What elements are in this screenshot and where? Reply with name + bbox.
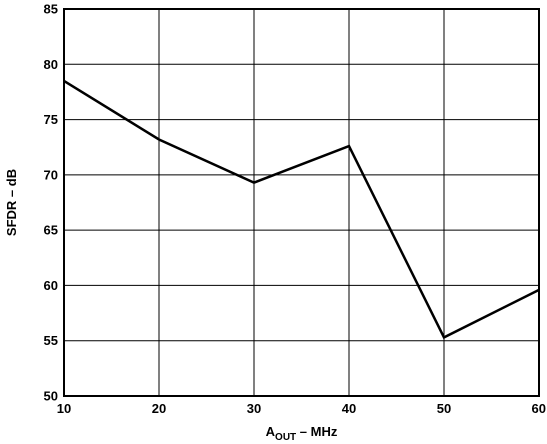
y-tick-label: 70 [44, 167, 58, 182]
y-tick-label: 85 [44, 2, 58, 17]
x-tick-label: 40 [342, 401, 356, 416]
y-tick-label: 75 [44, 112, 58, 127]
grid-lines [64, 9, 539, 396]
x-tick-label: 10 [57, 401, 71, 416]
x-axis-label: AOUT – MHz [266, 424, 338, 443]
x-axis-label-subscript: OUT [275, 432, 296, 443]
y-tick-label: 80 [44, 57, 58, 72]
x-axis-label-main: A [266, 424, 276, 439]
x-tick-label: 50 [437, 401, 451, 416]
y-tick-label: 55 [44, 333, 58, 348]
x-axis-label-rest: – MHz [296, 424, 338, 439]
y-tick-label: 50 [44, 389, 58, 404]
x-tick-label: 30 [247, 401, 261, 416]
x-tick-labels: 10 20 30 40 50 60 [57, 401, 546, 416]
y-tick-labels: 50 55 60 65 70 75 80 85 [44, 2, 58, 404]
y-tick-label: 60 [44, 278, 58, 293]
y-tick-label: 65 [44, 223, 58, 238]
x-tick-label: 60 [532, 401, 546, 416]
data-series [63, 79, 540, 340]
x-tick-label: 20 [152, 401, 166, 416]
y-axis-label: SFDR – dB [4, 169, 19, 236]
series-line [63, 79, 540, 340]
plot-frame [63, 8, 540, 397]
